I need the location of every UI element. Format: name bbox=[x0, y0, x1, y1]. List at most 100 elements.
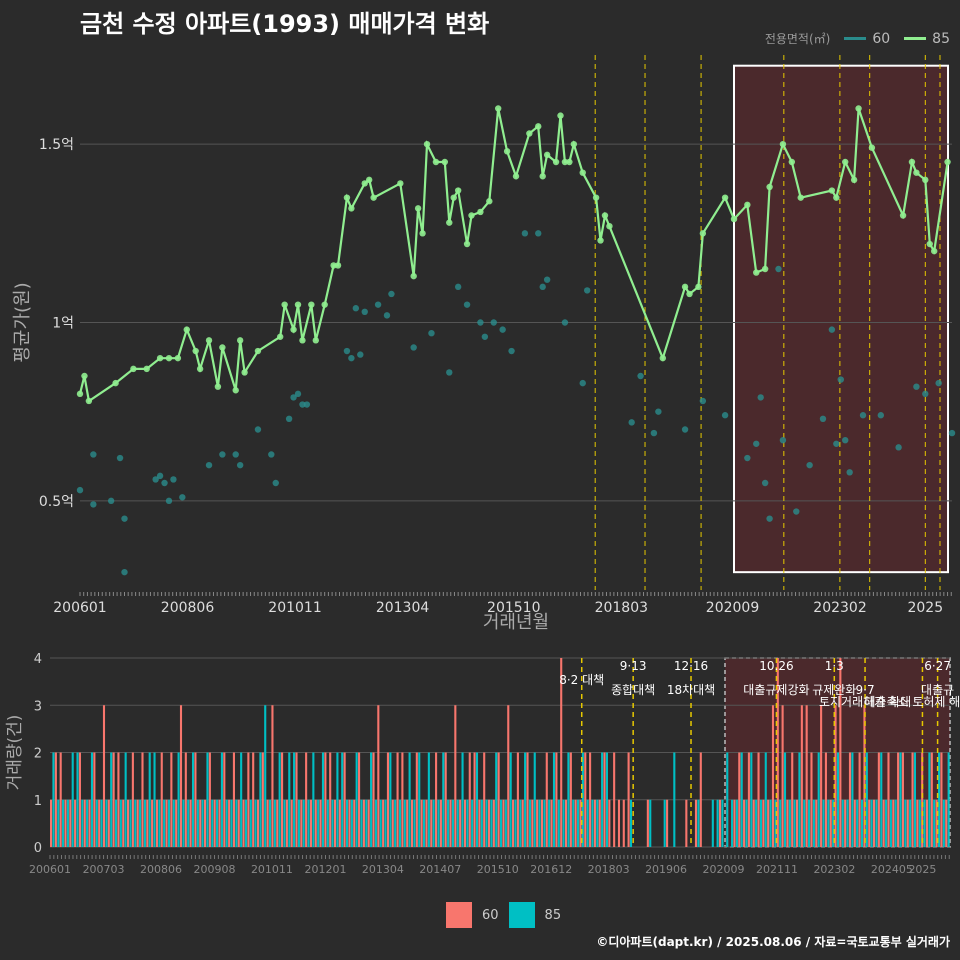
bar-85 bbox=[731, 799, 734, 847]
bar-60 bbox=[800, 705, 803, 847]
series-85-point bbox=[423, 140, 431, 148]
bar-60 bbox=[179, 705, 183, 847]
legend-bar-85-label: 85 bbox=[544, 907, 562, 923]
series-85-point bbox=[539, 173, 546, 180]
series-85-point bbox=[414, 205, 422, 212]
bar-85 bbox=[139, 799, 142, 847]
bar-60 bbox=[829, 799, 832, 847]
bar-60 bbox=[718, 799, 722, 847]
bar-x-tick-label: 201510 bbox=[477, 863, 519, 876]
bar-60 bbox=[795, 799, 799, 847]
bar-85 bbox=[427, 752, 430, 847]
bar-85 bbox=[100, 799, 103, 847]
bar-85 bbox=[485, 799, 488, 847]
price-chart: 0.5억 1억 1.5억 200601 200806 201011 201304 201510… bbox=[12, 55, 956, 633]
x-tick-label: 201011 bbox=[268, 600, 321, 616]
bar-60 bbox=[204, 799, 207, 847]
x-tick-label: 200806 bbox=[161, 600, 215, 616]
bar-60 bbox=[425, 799, 428, 847]
bar-85 bbox=[225, 799, 228, 847]
series-60-point bbox=[779, 437, 787, 444]
bar-60 bbox=[521, 799, 524, 847]
series-85-point bbox=[281, 301, 288, 308]
bar-60 bbox=[131, 752, 134, 847]
bar-60 bbox=[916, 799, 919, 847]
bar-85 bbox=[302, 799, 305, 847]
bar-60 bbox=[223, 752, 226, 847]
bar-85 bbox=[124, 752, 127, 847]
bar-60 bbox=[64, 799, 67, 847]
bar-60 bbox=[213, 799, 216, 847]
bar-60 bbox=[815, 799, 818, 847]
series-85-point bbox=[833, 194, 840, 201]
bar-60 bbox=[613, 752, 616, 847]
bar-x-tick-label: 201304 bbox=[362, 863, 404, 876]
x-tick-label: 202009 bbox=[706, 600, 759, 616]
bar-60 bbox=[699, 752, 702, 847]
bar-85 bbox=[504, 799, 507, 847]
series-85-point bbox=[495, 105, 502, 112]
bar-x-tick-label: 202405 bbox=[871, 863, 913, 876]
series-85-point bbox=[686, 290, 693, 298]
series-85-point bbox=[299, 337, 306, 344]
series-60-point bbox=[477, 319, 484, 326]
series-85-point bbox=[477, 208, 484, 216]
bar-60 bbox=[839, 658, 842, 847]
series-85-point bbox=[922, 176, 929, 184]
series-60-point bbox=[90, 451, 97, 458]
series-60-point bbox=[357, 351, 364, 358]
series-85-point bbox=[566, 158, 573, 166]
bar-60 bbox=[560, 658, 563, 847]
bar-85 bbox=[105, 799, 108, 847]
bar-60 bbox=[507, 705, 510, 847]
bar-85 bbox=[577, 799, 580, 847]
bar-85 bbox=[143, 799, 146, 847]
bar-60 bbox=[569, 752, 572, 847]
series-60-point bbox=[828, 326, 836, 333]
series-60-point bbox=[232, 451, 239, 458]
bar-85 bbox=[283, 799, 286, 847]
bar-60 bbox=[155, 799, 158, 847]
bar-85 bbox=[216, 799, 219, 847]
bar-85 bbox=[889, 799, 892, 847]
series-60-point bbox=[753, 440, 760, 447]
bar-60 bbox=[266, 799, 269, 847]
bar-x-tick-label: 201803 bbox=[588, 863, 630, 876]
x-tick-label: 201304 bbox=[376, 600, 430, 616]
bar-85 bbox=[148, 752, 151, 847]
series-85-point bbox=[486, 198, 493, 205]
bar-60 bbox=[550, 799, 553, 847]
bar-60 bbox=[743, 799, 746, 847]
bar-60 bbox=[487, 799, 491, 847]
series-85-point bbox=[321, 301, 328, 308]
series-60-point bbox=[272, 479, 279, 487]
bar-85 bbox=[81, 799, 84, 847]
series-60-point bbox=[637, 372, 644, 380]
series-60-point bbox=[761, 479, 769, 487]
bar-85 bbox=[187, 799, 190, 847]
bar-60 bbox=[925, 799, 929, 847]
bar-y-tick-label: 0 bbox=[34, 841, 42, 856]
bar-60 bbox=[868, 799, 871, 847]
bar-85 bbox=[851, 752, 854, 847]
series-85-point bbox=[766, 183, 773, 191]
series-60-point bbox=[819, 415, 827, 422]
bar-60 bbox=[738, 752, 741, 847]
bar-60 bbox=[882, 799, 885, 847]
bar-60 bbox=[165, 799, 168, 847]
series-60-point bbox=[361, 308, 368, 315]
series-60-point bbox=[219, 451, 226, 458]
series-85-point bbox=[112, 379, 119, 387]
policy-annotation: 9·7 bbox=[856, 683, 875, 697]
bar-85 bbox=[928, 752, 931, 847]
series-85-line bbox=[78, 108, 949, 403]
series-60-point bbox=[299, 401, 306, 408]
bar-60 bbox=[430, 799, 433, 847]
policy-annotation: 10.26 bbox=[759, 659, 793, 673]
series-60-point bbox=[294, 390, 302, 398]
bar-60 bbox=[810, 752, 813, 847]
bar-85 bbox=[408, 752, 411, 847]
bar-60 bbox=[762, 799, 765, 847]
bar-60 bbox=[242, 799, 245, 847]
series-85-point bbox=[753, 269, 760, 276]
